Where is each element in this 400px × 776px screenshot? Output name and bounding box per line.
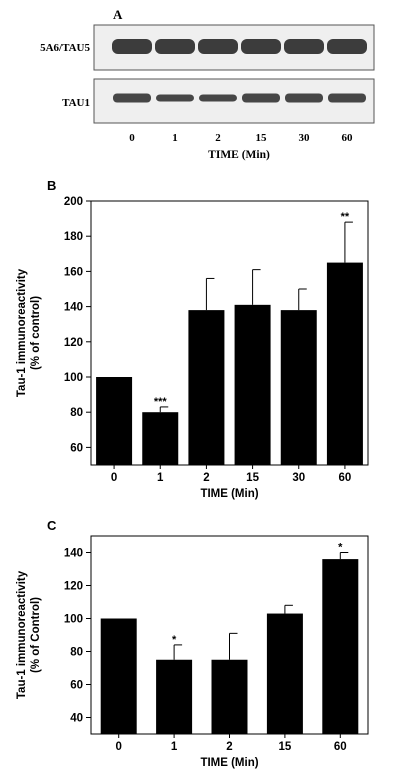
blot-label-5a6-tau5: 5A6/TAU5 — [40, 42, 90, 54]
panel-a-xlabel: TIME (Min) — [208, 149, 270, 161]
significance-marker: * — [172, 634, 177, 646]
blot-band-tau1-lane-0 — [113, 93, 151, 103]
lane-label: 30 — [299, 132, 311, 144]
y-tick-label: 160 — [64, 266, 83, 278]
significance-marker: *** — [154, 396, 168, 408]
y-tick-label: 120 — [64, 581, 83, 593]
lane-label: 0 — [129, 132, 135, 144]
x-tick-label: 1 — [171, 741, 178, 753]
bar-0 — [96, 377, 133, 465]
blot-band-tau1-lane-1 — [156, 94, 194, 102]
x-tick-label: 2 — [226, 741, 232, 753]
x-tick-label: 1 — [157, 472, 164, 484]
x-tick-label: 2 — [203, 472, 209, 484]
bar-1 — [142, 412, 179, 465]
x-tick-label: 15 — [279, 741, 292, 753]
y-axis-label-line: Tau-1 immunoreactivity — [16, 570, 28, 699]
bar-60 — [326, 262, 363, 465]
y-axis-label-line: (% of control) — [30, 296, 42, 370]
plot-frame — [90, 200, 369, 466]
blot-band-tau1-lane-30 — [285, 93, 323, 103]
blot-band-5a6-tau5-lane-15 — [241, 39, 281, 54]
y-tick-label: 140 — [64, 548, 83, 560]
y-tick-label: 40 — [70, 713, 83, 725]
blot-band-tau1-lane-2 — [199, 94, 237, 102]
significance-marker: ** — [341, 211, 350, 223]
blot-band-5a6-tau5-lane-60 — [327, 39, 367, 54]
y-tick-label: 100 — [64, 614, 83, 626]
y-tick-label: 140 — [64, 302, 83, 314]
bar-60 — [322, 559, 359, 734]
x-tick-label: 30 — [292, 472, 305, 484]
chart-b: B Tau-1 immunoreactivity (% of control) 60 8… — [16, 178, 369, 500]
blot-band-5a6-tau5-lane-30 — [284, 39, 324, 54]
y-tick-label: 80 — [70, 407, 83, 419]
bar-15 — [266, 613, 303, 734]
y-axis-label: Tau-1 immunoreactivity (% of Control) — [16, 570, 42, 699]
blot-band-5a6-tau5-lane-1 — [155, 39, 195, 54]
y-tick-label: 60 — [70, 680, 83, 692]
bar-2 — [188, 310, 225, 465]
bar-0 — [100, 618, 137, 734]
significance-marker: * — [338, 542, 343, 554]
y-tick-label: 100 — [64, 372, 83, 384]
lane-label: 15 — [256, 132, 268, 144]
y-tick-label: 200 — [64, 196, 83, 208]
lane-label: 2 — [215, 132, 221, 144]
x-axis-label: TIME (Min) — [200, 488, 258, 500]
lane-label: 1 — [172, 132, 178, 144]
blot-band-5a6-tau5-lane-2 — [198, 39, 238, 54]
blot-band-tau1-lane-15 — [242, 93, 280, 103]
blot-band-5a6-tau5-lane-0 — [112, 39, 152, 54]
panel-a-blot: A 5A6/TAU5 TAU1 0 1 2 15 30 60 TIME (Min) — [40, 7, 375, 161]
lane-labels: 0 1 2 15 30 60 — [129, 132, 353, 144]
y-axis-label-line: (% of Control) — [30, 597, 42, 673]
x-tick-label: 0 — [115, 741, 121, 753]
x-tick-label: 15 — [246, 472, 259, 484]
panel-label: B — [47, 178, 56, 193]
y-axis-label: Tau-1 immunoreactivity (% of control) — [16, 268, 42, 397]
y-axis-label-line: Tau-1 immunoreactivity — [16, 268, 28, 397]
plot-frame — [90, 535, 369, 735]
blot-band-tau1-lane-60 — [328, 93, 366, 103]
panel-a-label: A — [113, 7, 123, 22]
panel-label: C — [47, 518, 57, 533]
bar-1 — [156, 659, 193, 734]
bar-2 — [211, 659, 248, 734]
bar-15 — [234, 304, 271, 465]
blot-label-tau1: TAU1 — [62, 97, 90, 109]
y-tick-label: 120 — [64, 337, 83, 349]
y-tick-label: 180 — [64, 231, 83, 243]
y-tick-label: 60 — [70, 442, 83, 454]
x-axis-label: TIME (Min) — [200, 757, 258, 769]
chart-c: C Tau-1 immunoreactivity (% of Control) 40 6… — [16, 518, 369, 769]
x-tick-label: 0 — [111, 472, 117, 484]
y-tick-label: 80 — [70, 647, 83, 659]
x-tick-label: 60 — [334, 741, 347, 753]
lane-label: 60 — [342, 132, 354, 144]
bar-30 — [280, 310, 317, 465]
blot-bands — [112, 39, 367, 103]
x-tick-label: 60 — [339, 472, 352, 484]
